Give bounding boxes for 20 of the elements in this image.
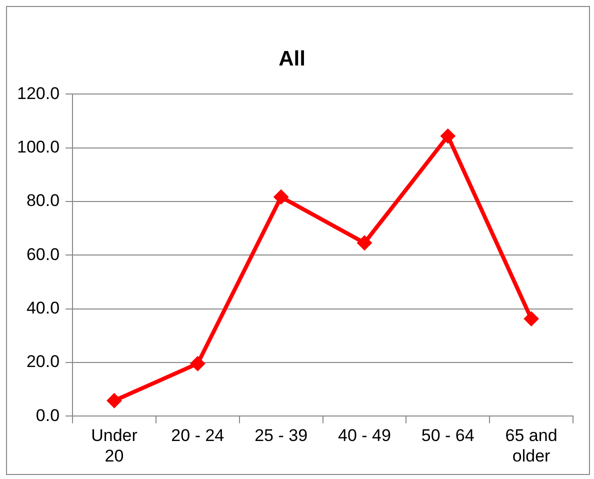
y-tick-label: 60.0	[26, 244, 60, 264]
point	[524, 311, 539, 326]
chart-title: All	[278, 47, 306, 70]
y-tick-label: 40.0	[26, 298, 60, 318]
x-tick-label: 20 - 24	[171, 426, 224, 446]
x-tick-label: 40 - 49	[338, 426, 391, 446]
point	[274, 189, 289, 204]
y-tick-label: 80.0	[26, 191, 60, 210]
x-tick-label: Under 20	[91, 426, 138, 466]
point	[190, 356, 206, 372]
y-tick-label: 100.0	[16, 138, 60, 157]
y-tick-label: 120.0	[16, 84, 60, 103]
point	[440, 128, 456, 144]
point	[106, 393, 122, 408]
point	[356, 235, 372, 250]
x-tick-label: 50 - 64	[421, 426, 474, 446]
y-tick-label: 0.0	[36, 406, 60, 425]
x-tick-label: 65 and older	[505, 426, 558, 466]
y-tick-label: 20.0	[26, 352, 60, 372]
x-tick-label: 25 - 39	[254, 426, 308, 446]
